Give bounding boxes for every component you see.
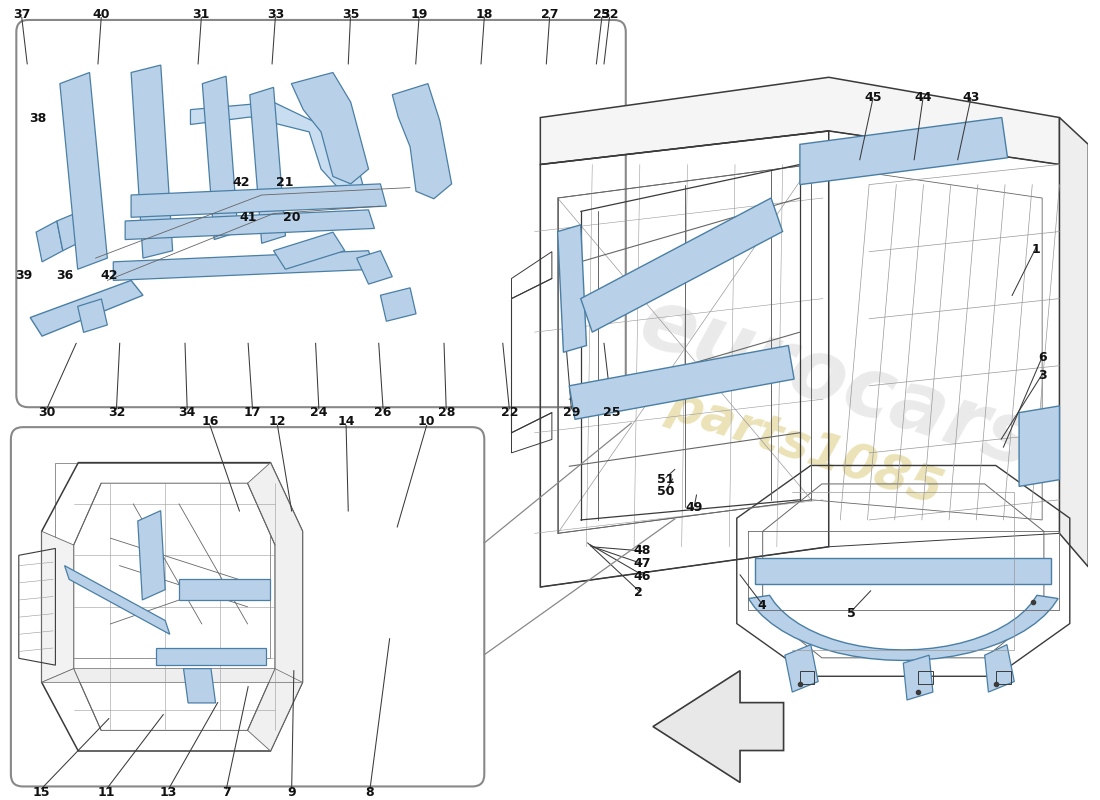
Text: 13: 13 [160,786,177,798]
Polygon shape [984,645,1014,692]
Text: 26: 26 [374,406,392,419]
Text: 45: 45 [865,91,881,104]
Text: 34: 34 [178,406,196,419]
Polygon shape [125,210,374,239]
Text: parts1085: parts1085 [661,380,949,514]
Polygon shape [59,73,108,270]
Polygon shape [131,65,173,258]
Text: 24: 24 [310,406,328,419]
Text: 30: 30 [39,406,55,419]
Polygon shape [156,648,266,665]
Text: 21: 21 [276,175,294,189]
Text: 2: 2 [635,586,643,599]
Polygon shape [1059,118,1088,567]
Text: 40: 40 [92,8,110,21]
Polygon shape [292,73,368,184]
Polygon shape [138,510,165,600]
Text: 15: 15 [33,786,51,798]
Text: 22: 22 [500,406,518,419]
Polygon shape [540,78,1059,165]
Text: 48: 48 [634,545,651,558]
Text: 7: 7 [222,786,231,798]
Text: 16: 16 [201,415,219,428]
Text: 42: 42 [100,269,118,282]
Text: 46: 46 [634,570,651,583]
Text: 28: 28 [438,406,455,419]
Text: 5: 5 [847,606,856,620]
Text: eurocars: eurocars [630,282,1046,486]
Text: 43: 43 [962,91,979,104]
Text: 12: 12 [268,415,286,428]
Text: 3: 3 [1038,369,1047,382]
Text: 11: 11 [98,786,116,798]
Text: 49: 49 [685,502,703,514]
Text: 6: 6 [1038,351,1047,364]
Text: 8: 8 [365,786,374,798]
Text: 36: 36 [57,269,74,282]
Polygon shape [179,579,271,600]
Polygon shape [903,655,933,700]
Polygon shape [30,281,143,336]
Text: 25: 25 [603,406,620,419]
Text: 23: 23 [593,8,611,21]
Text: 10: 10 [418,415,436,428]
Text: 39: 39 [15,269,33,282]
Polygon shape [184,669,216,703]
Text: 38: 38 [30,112,46,125]
Polygon shape [1019,406,1059,486]
Polygon shape [36,221,63,262]
Polygon shape [250,87,285,243]
Text: 31: 31 [192,8,210,21]
Polygon shape [558,225,586,352]
Text: 18: 18 [475,8,493,21]
Polygon shape [653,670,783,782]
Polygon shape [381,288,416,322]
Text: 50: 50 [658,486,674,498]
Text: 29: 29 [563,406,580,419]
Text: 20: 20 [283,210,300,224]
Text: 19: 19 [410,8,428,21]
Text: 9: 9 [287,786,296,798]
Text: 37: 37 [13,8,31,21]
Polygon shape [569,346,794,419]
Polygon shape [42,669,303,682]
Polygon shape [248,462,302,751]
Polygon shape [581,198,782,332]
Text: 52: 52 [601,8,618,21]
Text: 41: 41 [240,210,257,224]
Polygon shape [190,102,363,195]
Text: 14: 14 [338,415,355,428]
Polygon shape [65,566,169,634]
Text: 17: 17 [244,406,261,419]
Polygon shape [113,250,374,281]
FancyBboxPatch shape [16,20,626,407]
Polygon shape [57,214,78,250]
Text: 33: 33 [266,8,284,21]
FancyBboxPatch shape [11,427,484,786]
Polygon shape [748,595,1058,661]
Text: 32: 32 [108,406,125,419]
Polygon shape [131,184,386,218]
Text: 42: 42 [233,175,251,189]
Text: 51: 51 [658,473,674,486]
Polygon shape [78,299,108,332]
Polygon shape [356,250,393,284]
Text: 44: 44 [914,91,932,104]
Text: 1: 1 [1032,242,1041,256]
Text: 47: 47 [634,557,651,570]
Polygon shape [274,232,344,270]
Polygon shape [42,531,74,682]
Text: 27: 27 [541,8,559,21]
Polygon shape [756,558,1052,584]
Polygon shape [800,118,1008,185]
Polygon shape [202,76,238,239]
Text: 35: 35 [342,8,359,21]
Polygon shape [785,645,818,692]
Text: 4: 4 [758,598,767,612]
Polygon shape [393,84,452,198]
